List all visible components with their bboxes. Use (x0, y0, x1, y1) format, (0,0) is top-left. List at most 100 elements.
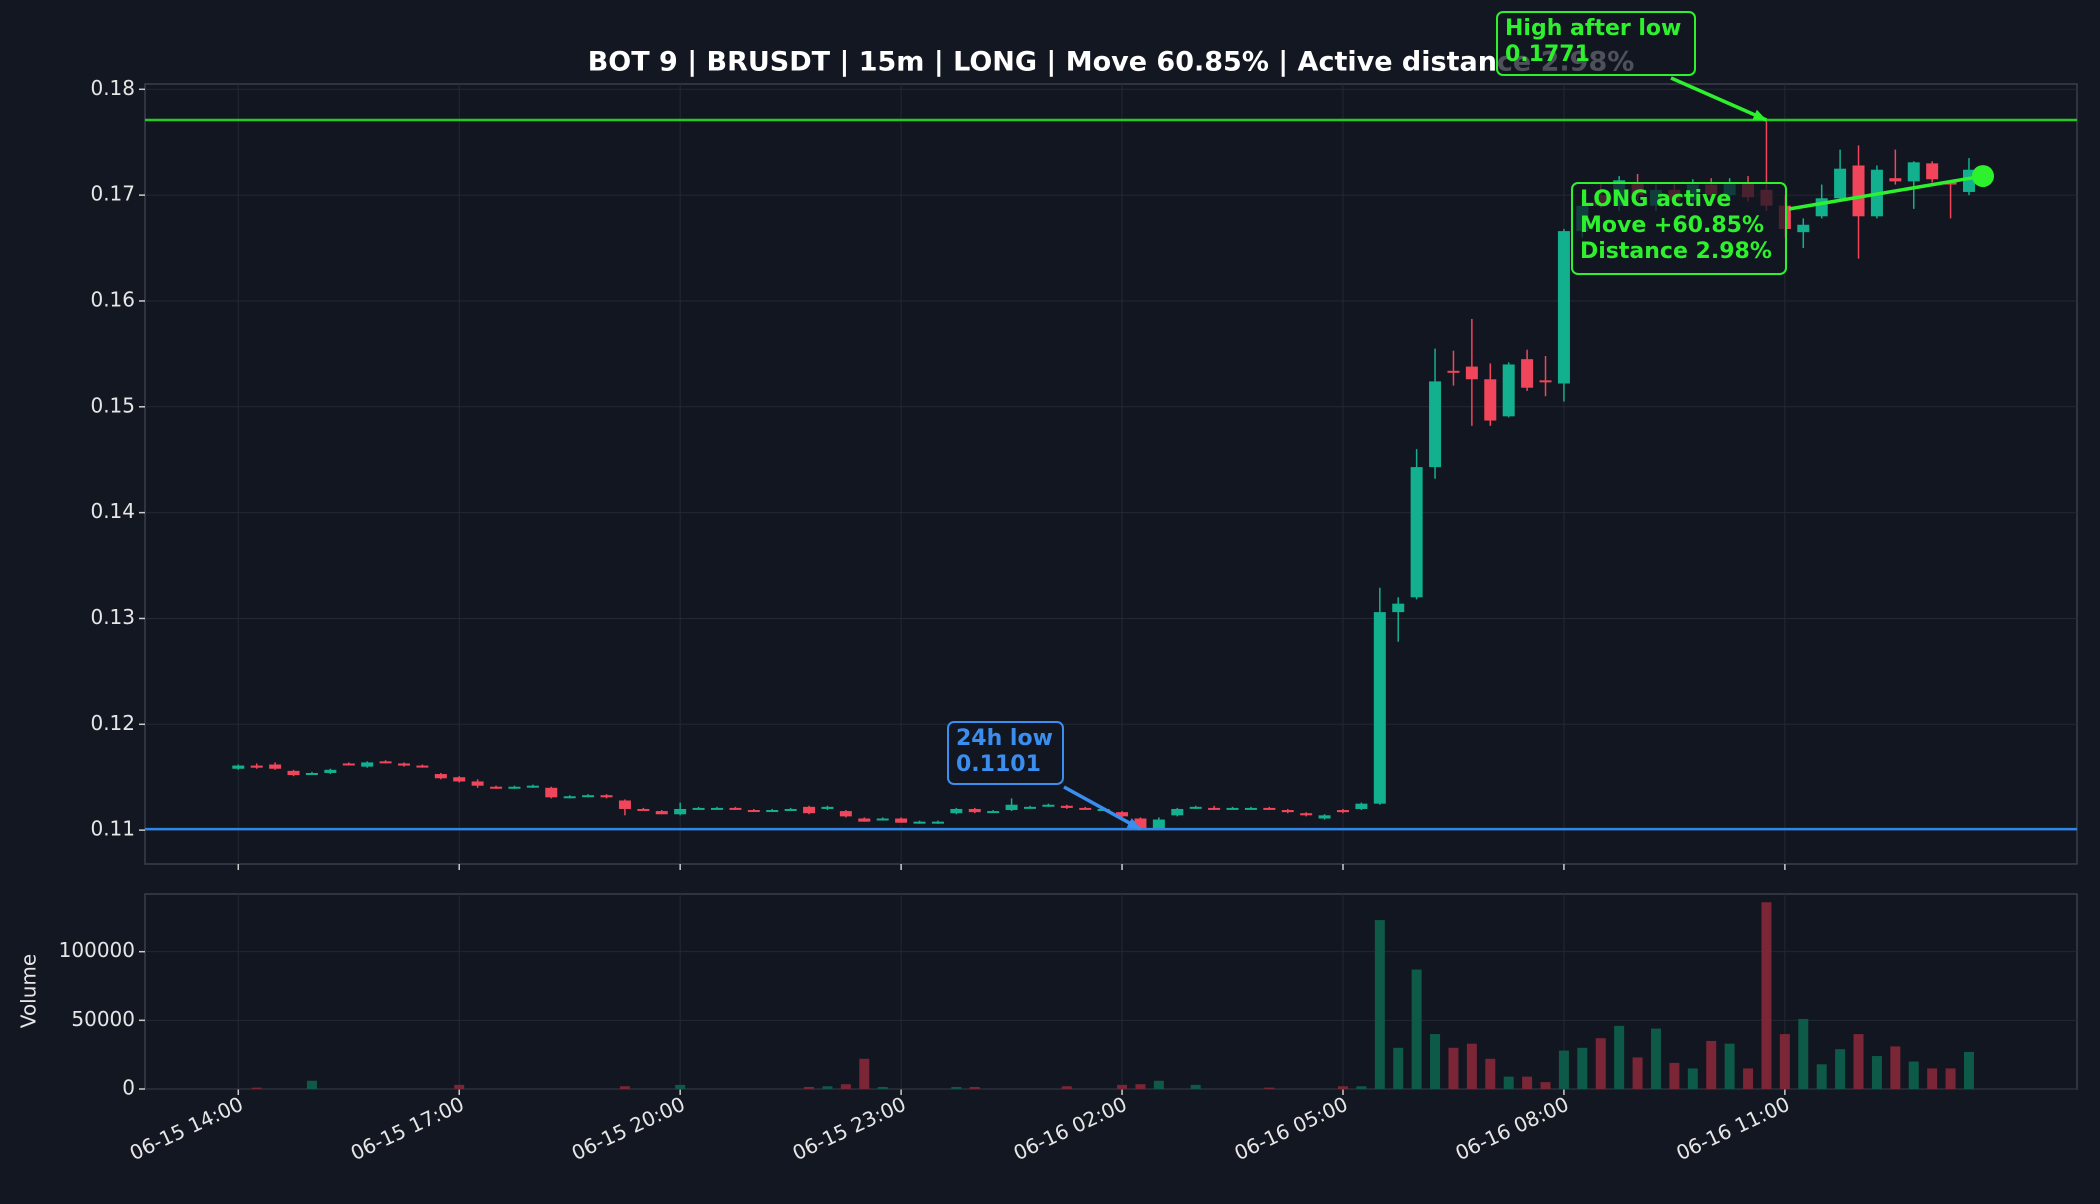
candle-body (987, 811, 1000, 814)
volume-bar (1135, 1084, 1146, 1089)
candle-body (1355, 803, 1368, 809)
volume-bar (1153, 1080, 1164, 1089)
candle-body (1373, 612, 1386, 804)
volume-bar (1687, 1068, 1698, 1089)
candle-body (545, 787, 558, 798)
candle-body (379, 761, 392, 764)
volume-bar (1430, 1034, 1441, 1089)
annotation-text: LONG active (1580, 187, 1731, 212)
candle-body (1484, 379, 1497, 421)
volume-bar (306, 1080, 317, 1089)
y-tick-label: 0 (122, 1076, 135, 1100)
volume-bar (1558, 1050, 1569, 1089)
candle-body (692, 807, 705, 810)
candle-body (1152, 819, 1165, 829)
volume-bar (859, 1058, 870, 1089)
volume-bar (1522, 1076, 1533, 1089)
candle-body (563, 796, 576, 799)
volume-bar (1448, 1047, 1459, 1089)
volume-bar (1798, 1018, 1809, 1089)
volume-bar (1743, 1068, 1754, 1089)
arrow-head (1752, 109, 1767, 120)
candle-body (490, 786, 503, 789)
candle-body (471, 781, 484, 786)
candle-body (1907, 162, 1920, 182)
candle-body (1539, 380, 1552, 383)
candle-body (508, 786, 521, 789)
volume-bar (1485, 1058, 1496, 1089)
candle-body (250, 765, 263, 768)
y-tick-label: 100000 (59, 938, 135, 962)
candle-body (821, 806, 834, 809)
y-axis-label: Volume (17, 954, 41, 1028)
candle-body (1281, 810, 1294, 813)
candle-body (858, 818, 871, 822)
volume-bar (951, 1086, 962, 1089)
candle-body (342, 763, 355, 766)
candle-body (1889, 178, 1902, 182)
volume-bar (1117, 1084, 1128, 1089)
volume-bar (1061, 1086, 1072, 1089)
volume-bar (840, 1084, 851, 1089)
annotation-arrow (1063, 785, 1142, 831)
volume-bar (877, 1086, 888, 1089)
candle-body (232, 765, 245, 769)
volume-bar (1356, 1086, 1367, 1089)
volume-bar (675, 1084, 686, 1089)
annotation-text: 0.1771 (1505, 42, 1590, 67)
candle-body (287, 770, 300, 776)
candle-body (803, 806, 816, 814)
volume-bar (1337, 1086, 1348, 1089)
volume-panel (144, 893, 2078, 1090)
annotation-box (947, 721, 1064, 785)
y-tick-label: 0.14 (90, 499, 135, 523)
candle-body (1189, 806, 1202, 809)
y-tick-label: 0.11 (90, 817, 135, 841)
volume-bar (1706, 1040, 1717, 1089)
candle-body (1429, 381, 1442, 468)
candle-body (655, 811, 668, 815)
volume-bar (1264, 1087, 1275, 1089)
candle-body (1465, 366, 1478, 380)
y-tick-label: 0.13 (90, 605, 135, 629)
volume-bar (1650, 1028, 1661, 1089)
candle-body (1244, 807, 1257, 810)
candle-body (1134, 818, 1147, 829)
volume-bar (1632, 1057, 1643, 1089)
y-tick-label: 0.15 (90, 393, 135, 417)
candle-body (600, 795, 613, 798)
annotation-text: 0.1101 (956, 752, 1041, 777)
annotation-arrow (1788, 174, 1984, 211)
volume-bar (1503, 1076, 1514, 1089)
candle-body (1060, 805, 1073, 808)
volume-bar (251, 1087, 262, 1089)
volume-bar (1614, 1025, 1625, 1089)
candle-body (1410, 467, 1423, 598)
candle-body (1336, 810, 1349, 813)
candle-body (1318, 815, 1331, 819)
candle-body (1300, 813, 1313, 816)
volume-bar (969, 1086, 980, 1089)
candle-body (416, 765, 429, 768)
candle-body (1521, 359, 1534, 388)
volume-bar (1761, 902, 1772, 1089)
volume-bar (1816, 1064, 1827, 1089)
annotation-box (1571, 182, 1787, 275)
annotation-box (1496, 11, 1696, 76)
candle-body (582, 795, 595, 798)
candle-body (453, 777, 466, 782)
candle-body (1447, 370, 1460, 373)
volume-bar (1724, 1043, 1735, 1089)
volume-bar (822, 1086, 833, 1089)
y-tick-label: 0.16 (90, 287, 135, 311)
candle-body (434, 774, 447, 779)
candle-body (1226, 807, 1239, 810)
candle-body (931, 821, 944, 824)
candle-body (1263, 807, 1276, 810)
arrow-head (1126, 818, 1141, 830)
volume-bar (1779, 1034, 1790, 1089)
y-tick-label: 0.18 (90, 76, 135, 100)
volume-bar (1835, 1049, 1846, 1089)
annotation-text: Distance 2.98% (1580, 239, 1772, 264)
